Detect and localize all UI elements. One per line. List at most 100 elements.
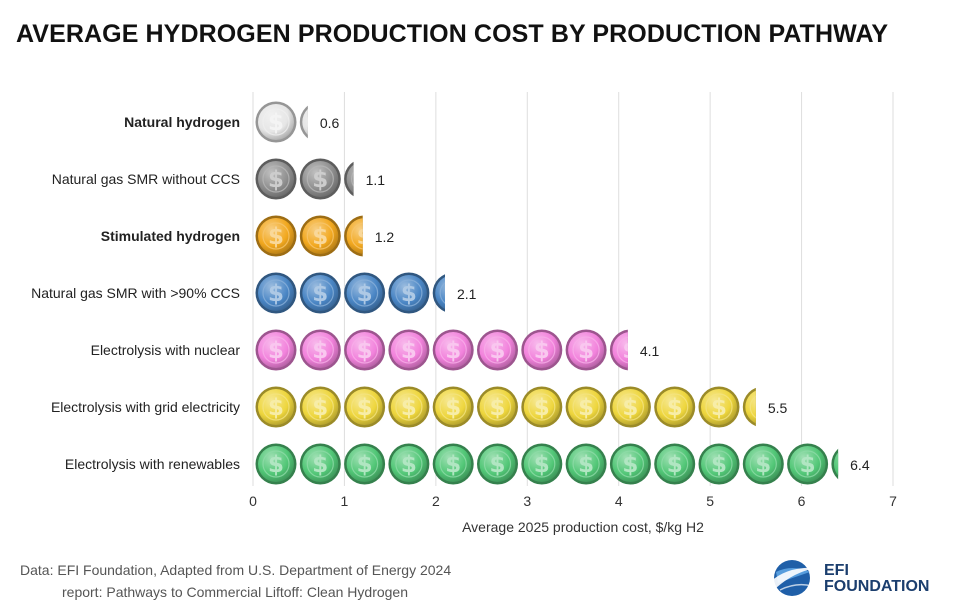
coin: $ — [521, 386, 563, 428]
dollar-sign-icon: $ — [357, 452, 373, 478]
bar: $ $ $ — [255, 215, 373, 257]
coin-face — [302, 108, 308, 136]
category-label: Natural gas SMR without CCS — [52, 171, 240, 187]
coin-inner-ring — [483, 393, 512, 421]
coin: $ — [609, 386, 651, 428]
coin-inner-ring — [262, 279, 290, 307]
coin-inner-ring — [439, 336, 467, 364]
coin-row: $ $ $ $ $ $ $ $ $ — [255, 329, 638, 371]
bar: $ $ $ $ $ $ $ $ $ — [255, 329, 638, 371]
dollar-sign-icon: $ — [755, 395, 771, 421]
dollar-sign-icon: $ — [268, 452, 284, 478]
coin: $ — [255, 101, 297, 143]
coin-inner-ring — [262, 450, 290, 478]
dollar-sign-icon: $ — [667, 395, 683, 421]
coin-row: $ $ $ $ $ — [255, 272, 445, 314]
coin-inner-ring — [262, 165, 290, 193]
coin: $ — [299, 215, 341, 257]
coin: $ — [654, 386, 696, 428]
x-axis-label: Average 2025 production cost, $/kg H2 — [462, 519, 704, 535]
coin-inner-ring — [306, 393, 334, 421]
globe-logo-icon — [770, 560, 816, 596]
category-label: Natural gas SMR with >90% CCS — [31, 285, 240, 301]
coin-inner-ring — [306, 165, 334, 193]
coin: $ — [698, 443, 740, 485]
coin-inner-ring — [351, 222, 363, 250]
dollar-sign-icon: $ — [401, 338, 417, 364]
x-tick-label: 3 — [523, 493, 531, 509]
coin-row: $ $ $ — [255, 215, 373, 257]
coin: $ — [344, 272, 386, 314]
coin: $ — [344, 215, 373, 257]
coin-row: $ $ $ $ $ $ $ $ $ $ $ $ $ $ — [255, 443, 839, 485]
dollar-sign-icon: $ — [711, 395, 727, 421]
coin-inner-ring — [616, 393, 645, 421]
coin-inner-ring — [483, 450, 512, 478]
dollar-sign-icon: $ — [800, 452, 816, 478]
coin: $ — [255, 443, 297, 485]
dollar-sign-icon: $ — [489, 338, 505, 364]
coin: $ — [521, 443, 563, 485]
coin: $ — [565, 329, 607, 371]
coin-row: $ $ $ $ $ $ $ $ $ $ $ $ — [255, 386, 771, 428]
source-line-1: Data: EFI Foundation, Adapted from U.S. … — [20, 562, 452, 578]
coin-inner-ring — [528, 450, 556, 478]
coin-inner-ring — [705, 450, 733, 478]
coin-inner-ring — [262, 336, 290, 364]
coin: $ — [477, 329, 518, 371]
dollar-sign-icon: $ — [445, 395, 461, 421]
dollar-sign-icon: $ — [489, 395, 505, 421]
coin: $ — [432, 274, 445, 312]
coin-inner-ring — [306, 116, 308, 128]
coin-inner-ring — [793, 450, 822, 478]
coin-inner-ring — [351, 393, 379, 421]
coin-inner-ring — [616, 336, 628, 364]
coin-inner-ring — [572, 450, 600, 478]
dollar-sign-icon: $ — [755, 452, 771, 478]
dollar-sign-icon: $ — [357, 395, 373, 421]
dollar-sign-icon: $ — [445, 452, 461, 478]
coin: $ — [742, 443, 784, 485]
dollar-sign-icon: $ — [711, 452, 727, 478]
dollar-sign-icon: $ — [489, 452, 505, 478]
coin-inner-ring — [572, 336, 600, 364]
data-label: 1.2 — [375, 229, 395, 245]
coin-inner-ring — [749, 395, 756, 419]
dollar-sign-icon: $ — [445, 338, 461, 364]
dollar-sign-icon: $ — [578, 395, 594, 421]
dollar-sign-icon: $ — [401, 281, 417, 307]
coin-row: $ $ — [255, 101, 308, 143]
coin: $ — [388, 443, 430, 485]
coin-inner-ring — [572, 393, 600, 421]
coin-inner-ring — [351, 336, 379, 364]
dollar-sign-icon: $ — [312, 167, 328, 193]
dollar-sign-icon: $ — [312, 224, 328, 250]
dollar-sign-icon: $ — [622, 338, 638, 364]
dollar-sign-icon: $ — [401, 395, 417, 421]
coin-inner-ring — [351, 171, 354, 187]
coin: $ — [565, 386, 607, 428]
dollar-sign-icon: $ — [534, 338, 550, 364]
x-tick-label: 2 — [432, 493, 440, 509]
coin: $ — [609, 443, 651, 485]
coin-inner-ring — [262, 222, 290, 250]
coin: $ — [255, 329, 297, 371]
coin: $ — [344, 329, 386, 371]
coin-inner-ring — [306, 279, 334, 307]
coin: $ — [388, 272, 430, 314]
coin-inner-ring — [661, 393, 689, 421]
coin-inner-ring — [262, 393, 290, 421]
bar: $ $ $ — [255, 158, 354, 200]
coin: $ — [388, 329, 430, 371]
coin: $ — [787, 443, 829, 485]
bar: $ $ $ $ $ $ $ $ $ $ $ $ — [255, 386, 771, 428]
dollar-sign-icon: $ — [622, 395, 638, 421]
dollar-sign-icon: $ — [312, 452, 328, 478]
dollar-sign-icon: $ — [357, 224, 373, 250]
data-label: 4.1 — [640, 343, 660, 359]
coin-inner-ring — [395, 450, 423, 478]
coin: $ — [299, 272, 341, 314]
coin: $ — [255, 215, 297, 257]
bar: $ $ $ $ $ — [255, 272, 445, 314]
